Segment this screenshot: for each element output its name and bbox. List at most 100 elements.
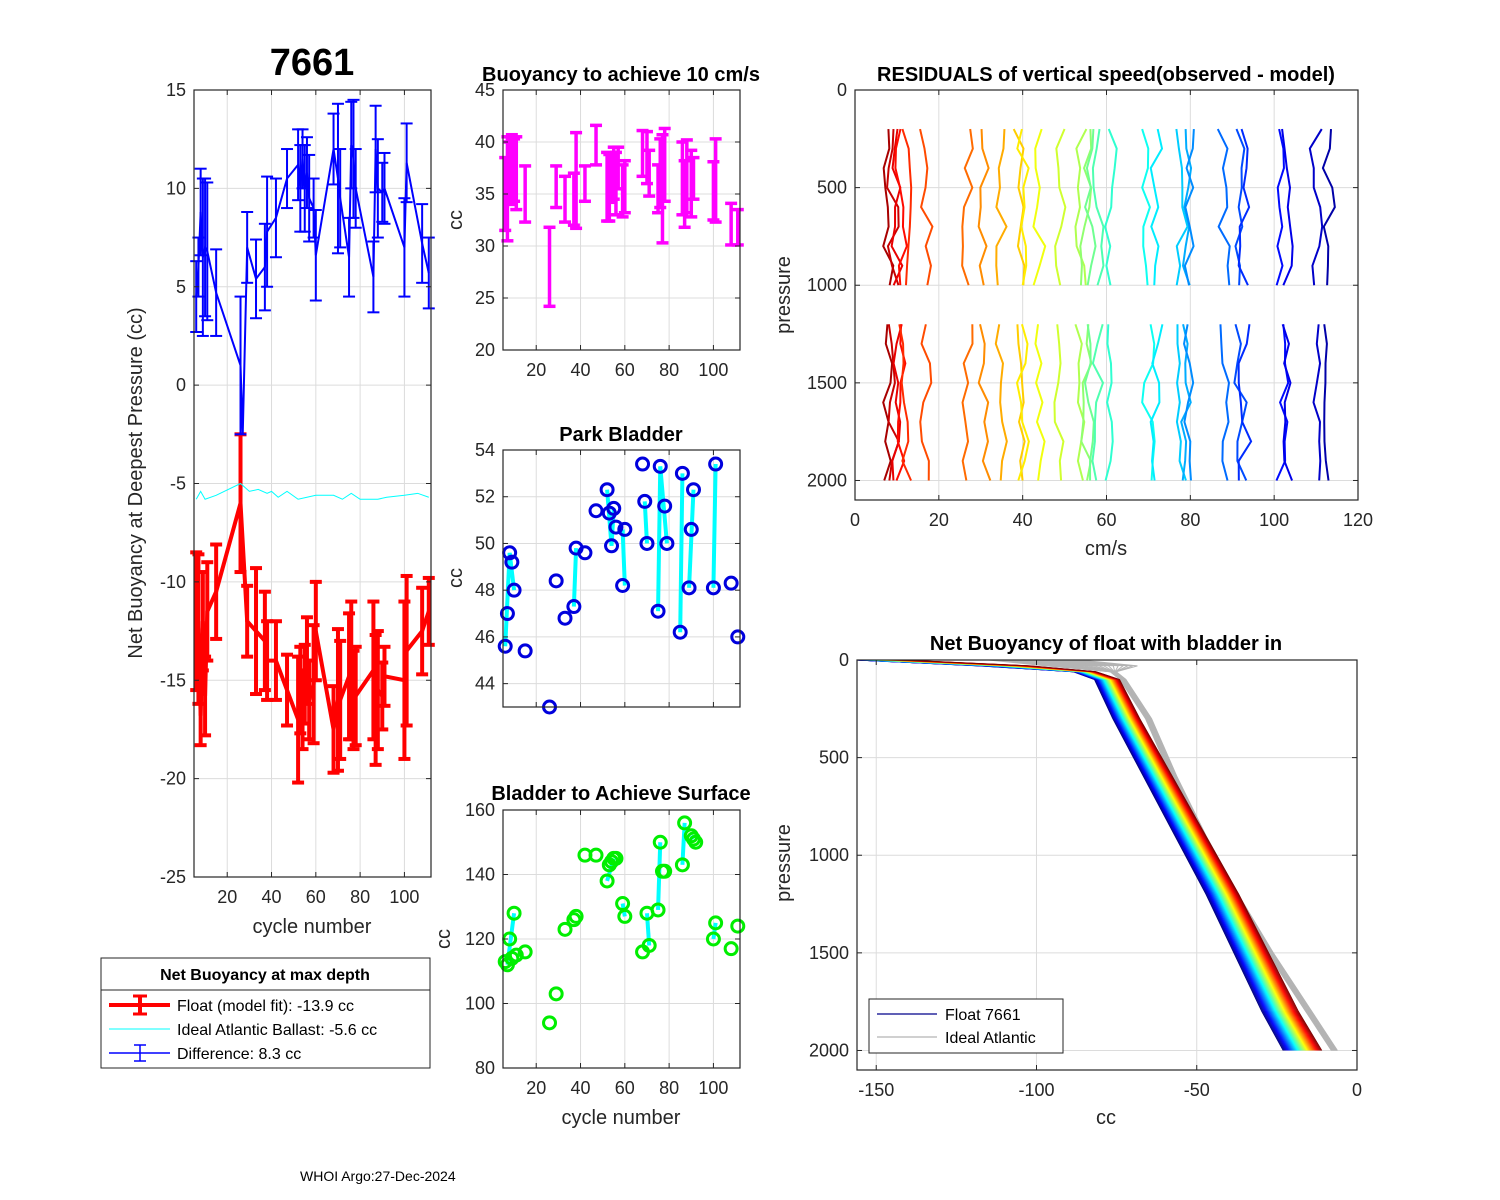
connector-line: [571, 548, 579, 607]
residual-trace: [894, 128, 908, 286]
panel-title: Bladder to Achieve Surface: [491, 783, 750, 805]
data-point: [674, 857, 690, 873]
y-tick-label: 160: [465, 800, 495, 820]
legend-label-ideal: Ideal Atlantic Ballast: -5.6 cc: [177, 1022, 377, 1039]
difference-errorbar: [309, 209, 322, 302]
plot-data: [190, 98, 435, 785]
y-tick-label: 1500: [809, 943, 849, 963]
legend-label-difference: Difference: 8.3 cc: [177, 1046, 301, 1063]
float-model-fit-errorbar: [416, 585, 429, 677]
data-point: [617, 908, 633, 924]
difference-errorbar: [281, 148, 294, 210]
residual-trace: [1016, 128, 1030, 286]
x-tick-label: 20: [526, 360, 546, 380]
difference-errorbar: [234, 295, 247, 436]
data-point: [652, 834, 668, 850]
axes-box: [856, 659, 1358, 1071]
y-tick-label: 52: [475, 487, 495, 507]
buoyancy-errorbar: [578, 164, 591, 204]
difference-errorbar: [400, 122, 413, 204]
buoyancy-10cms-panel: Buoyancy to achieve 10 cm/s 20 40 60 80 1002…: [445, 64, 760, 380]
x-tick-label: 60: [306, 887, 326, 907]
park-bladder-panel: Park Bladder 44 46 48 50 52 54 cc: [445, 424, 746, 715]
residual-trace: [1034, 324, 1046, 481]
tick-labels: 20 40 60 80 100 -25 -20 -15 -10 -5 0 5 10 15: [160, 80, 431, 907]
float-id-title: 7661: [270, 42, 355, 84]
difference-errorbar: [376, 161, 389, 223]
footer-credit: WHOI Argo:27-Dec-2024: [300, 1168, 456, 1184]
buoyancy-errorbar: [567, 171, 580, 227]
y-axis-label: cc: [445, 568, 467, 588]
float-profile: [901, 659, 1323, 1051]
float-model-fit-errorbar: [269, 619, 282, 702]
x-tick-label: 100: [698, 360, 728, 380]
residual-trace: [1015, 324, 1030, 481]
data-point: [681, 580, 697, 596]
x-tick-label: 100: [389, 887, 419, 907]
data-point: [708, 456, 724, 472]
residual-trace: [895, 324, 907, 481]
residual-trace: [1080, 324, 1093, 481]
data-point: [672, 624, 688, 640]
residual-trace: [886, 129, 900, 286]
residual-trace: [1275, 324, 1290, 481]
data-point: [688, 834, 704, 850]
y-tick-label: -25: [160, 867, 186, 887]
y-tick-label: -5: [170, 474, 186, 494]
legend-label-float: Float (model fit): -13.9 cc: [177, 998, 354, 1015]
grid: [503, 810, 740, 1068]
x-tick-label: 100: [698, 1078, 728, 1098]
residuals-panel: RESIDUALS of vertical speed(observed - m…: [773, 64, 1373, 560]
legend-title: Net Buoyancy at max depth: [160, 967, 370, 984]
x-axis-label: cc: [1096, 1107, 1116, 1129]
buoyancy-errorbar: [709, 137, 722, 224]
tick-labels: -150 -100 -50 0 0 500 1000 1500 2000: [809, 650, 1362, 1100]
data-point: [542, 1015, 558, 1031]
x-tick-label: 40: [262, 887, 282, 907]
data-point: [635, 456, 651, 472]
data-point: [599, 482, 615, 498]
residual-trace: [1084, 128, 1097, 286]
data-point: [641, 937, 657, 953]
x-tick-label: 0: [850, 510, 860, 530]
y-tick-label: 10: [166, 178, 186, 198]
residual-trace: [1016, 324, 1026, 481]
y-tick-label: 44: [475, 674, 495, 694]
y-tick-label: 15: [166, 80, 186, 100]
bladder-surface-panel: Bladder to Achieve Surface 20 40 60 80 100 80…: [433, 783, 751, 1129]
data-point: [497, 638, 513, 654]
residual-trace: [1149, 324, 1164, 481]
buoyancy-errorbar: [590, 123, 603, 167]
residual-trace: [1281, 323, 1293, 481]
y-tick-label: 1500: [807, 373, 847, 393]
net-buoyancy-profile-panel: Net Buoyancy of float with bladder in -1…: [773, 633, 1362, 1129]
data-point: [659, 535, 675, 551]
data-point: [639, 535, 655, 551]
connector-line: [658, 466, 669, 544]
float-model-fit-errorbar: [422, 575, 435, 647]
x-axis-label: cycle number: [562, 1107, 681, 1129]
residual-trace: [1083, 324, 1095, 481]
residual-trace: [1091, 128, 1105, 286]
y-tick-label: 0: [837, 80, 847, 100]
data-point: [566, 599, 582, 615]
x-tick-label: 100: [1259, 510, 1289, 530]
data-point: [650, 902, 666, 918]
float-model-fit-errorbar: [400, 573, 413, 728]
plot-data: [499, 123, 744, 309]
residual-trace: [1053, 324, 1065, 481]
connector-line: [620, 529, 627, 586]
buoyancy-errorbar: [687, 155, 700, 201]
data-point: [504, 554, 520, 570]
y-tick-label: -15: [160, 670, 186, 690]
residual-trace: [882, 324, 894, 481]
residual-trace: [961, 324, 974, 481]
residual-trace: [1079, 129, 1093, 286]
data-point: [506, 905, 522, 921]
x-tick-label: -150: [858, 1080, 894, 1100]
residual-trace: [1149, 128, 1164, 286]
tick-labels: 20 40 60 80 100 80 100 120 140 160: [465, 800, 740, 1098]
difference-errorbar: [331, 102, 344, 255]
residual-trace: [977, 129, 990, 286]
data-point: [674, 465, 690, 481]
